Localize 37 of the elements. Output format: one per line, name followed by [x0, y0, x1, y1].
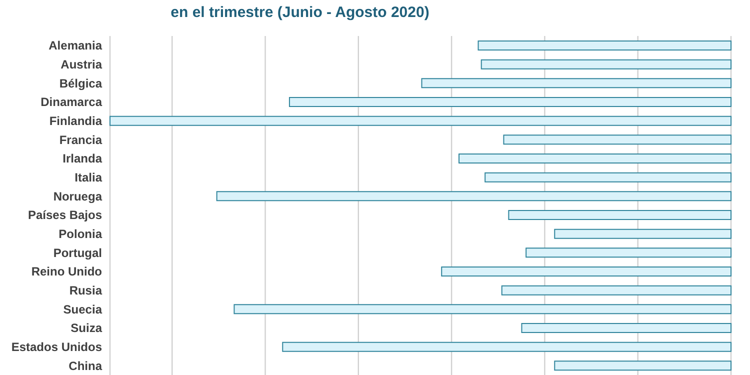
y-tick-label: Noruega — [53, 189, 102, 204]
bar — [521, 323, 732, 333]
y-tick-label: Rusia — [69, 284, 102, 298]
y-tick-label: Irlanda — [62, 152, 102, 166]
y-tick-label: Dinamarca — [40, 95, 102, 110]
bar — [234, 304, 732, 314]
bar — [508, 210, 732, 220]
bar — [480, 59, 732, 70]
y-tick-label: Reino Unido — [31, 264, 102, 279]
bar — [441, 266, 732, 276]
chart-title: en el trimestre (Junio - Agosto 2020) — [170, 4, 430, 21]
y-tick-label: Portugal — [53, 246, 102, 260]
y-tick-label: Suiza — [70, 321, 102, 336]
y-tick-label: Suecia — [63, 302, 102, 316]
y-tick-label: Francia — [59, 132, 102, 147]
y-tick-label: Polonia — [58, 227, 102, 242]
bar — [526, 248, 732, 258]
bar — [216, 191, 732, 202]
bar — [554, 228, 732, 239]
bar — [282, 342, 732, 352]
bar — [501, 285, 732, 296]
bar — [458, 154, 732, 164]
bar — [421, 78, 732, 88]
bar — [478, 40, 732, 50]
y-tick-label: Austria — [60, 58, 102, 72]
y-tick-label: Países Bajos — [28, 208, 102, 222]
y-tick-label: Alemania — [48, 38, 102, 53]
y-tick-label: Bélgica — [59, 76, 102, 90]
bar — [110, 116, 732, 126]
bar — [484, 172, 732, 182]
bar — [554, 360, 732, 371]
bar — [503, 134, 732, 145]
y-tick-label: Italia — [74, 170, 102, 185]
y-tick-label: Finlandia — [49, 114, 102, 128]
bar — [288, 97, 732, 107]
y-tick-label: Estados Unidos — [11, 340, 102, 354]
y-tick-label: China — [68, 358, 102, 373]
